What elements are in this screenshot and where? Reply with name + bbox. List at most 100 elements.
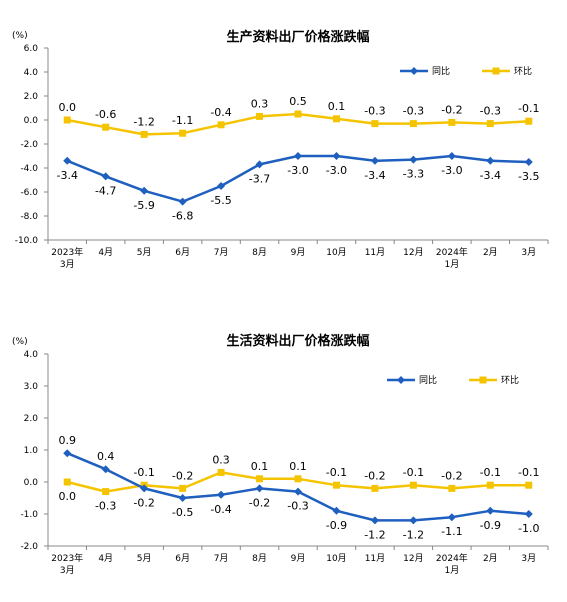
data-label: -3.0 [287,164,308,177]
series-1-point [524,158,533,166]
series-2-point [371,120,379,128]
data-label: -5.5 [210,194,231,207]
chart-title: 生产资料出厂价格涨跌幅 [226,29,369,45]
chart-1: 生产资料出厂价格涨跌幅 (%) 6.0 4.0 2.0 0.0 -2.0 -4.0 -6.0 -8… [12,29,549,270]
series-1-point [217,490,226,499]
data-label: -1.1 [441,525,462,538]
data-label: -3.0 [441,164,462,177]
legend-label-2: 环比 [514,65,532,77]
legend-marker-2 [492,67,500,75]
data-label: 0.0 [58,101,76,114]
series-2-point [63,116,71,124]
data-label: -1.2 [364,528,385,541]
y-tick-label: -10.0 [15,236,39,246]
y-tick-label: -4.0 [20,164,38,174]
data-label: -0.3 [95,500,116,513]
data-label: -1.2 [403,528,424,541]
x-tick-label: 4月 [98,247,113,258]
series-1-point [486,506,495,515]
series-1-point [409,155,418,164]
x-tick-label: 2023年 [51,246,83,258]
x-tick-label: 3月 [521,553,536,564]
data-label: 0.4 [97,450,115,463]
data-label: -0.2 [133,496,154,509]
x-tick-label: 9月 [291,247,306,258]
data-label: -0.2 [364,469,385,482]
data-label: 0.3 [251,97,269,110]
y-tick-label: -6.0 [20,188,38,198]
x-tick-label: 2023年 [51,552,83,564]
y-tick-label: 0.0 [24,478,39,488]
series-2-point [217,121,225,129]
data-label: -4.7 [95,184,116,197]
chart-title: 生活资料出厂价格涨跌幅 [226,333,369,349]
x-tick-label: 6月 [175,553,190,564]
chart-2: 生活资料出厂价格涨跌幅 (%) 4.0 3.0 2.0 1.0 0.0 -1.0 -2.0 202… [12,333,549,576]
x-tick-label: 6月 [175,247,190,258]
series-2-point [294,475,302,483]
y-tick-label: 0.0 [24,116,39,126]
y-tick-label: -1.0 [20,510,38,520]
x-tick-label: 1月 [444,259,459,270]
series-2-point [332,115,340,123]
data-label: 0.3 [212,453,230,466]
x-tick-label: 2024年 [436,246,468,258]
x-tick-label: 12月 [403,553,423,564]
legend-marker-1 [410,67,418,75]
data-label: -3.0 [326,164,347,177]
series-2-point [486,481,494,489]
data-label: -1.1 [172,114,193,127]
series-1-point [332,506,341,515]
data-label: -0.2 [441,103,462,116]
series-1-point [370,156,379,165]
x-tick-label: 4月 [98,553,113,564]
series-1-point [101,172,110,181]
y-unit-label: (%) [12,337,28,347]
x-tick-label: 10月 [326,247,346,258]
series-2-point [448,118,456,126]
series-1-point [409,516,418,525]
y-tick-label: -8.0 [20,212,38,222]
series-1-point [140,484,149,493]
data-label: -0.1 [518,466,539,479]
series-1-point [294,152,302,160]
x-tick-label: 7月 [214,247,229,258]
x-tick-label: 3月 [521,247,536,258]
x-tick-label: 9月 [291,553,306,564]
data-label: -1.2 [133,115,154,128]
legend-label-2: 环比 [501,374,519,386]
series-2-point [525,481,533,489]
series-2-point [102,123,110,131]
data-label: -6.8 [172,210,193,223]
y-tick-label: -2.0 [20,140,38,150]
series-2-point [179,129,187,137]
x-tick-label: 1月 [444,565,459,576]
series-1-point [217,182,226,190]
data-label: -3.7 [249,172,270,185]
series-1-point [486,156,495,165]
data-label: -0.2 [441,469,462,482]
y-tick-label: 2.0 [24,92,39,102]
series-1-point [447,152,456,160]
series-1-point [178,197,187,206]
series-1-point [370,516,379,525]
data-label: 0.0 [58,490,76,503]
x-tick-label: 11月 [365,247,385,258]
series-2-point [371,484,379,492]
data-label: -3.4 [480,169,501,182]
legend-label-1: 同比 [419,374,437,386]
x-tick-label: 5月 [137,247,152,258]
series-1-point [140,186,149,195]
data-label: -0.3 [480,105,501,118]
data-label: -3.3 [403,168,424,181]
x-tick-label: 3月 [60,565,75,576]
data-label: -3.4 [364,169,385,182]
data-label: -0.3 [287,500,308,513]
series-1-point [101,465,110,474]
y-tick-label: 4.0 [24,350,39,360]
series-1-point [255,160,264,169]
series-2-point [409,120,417,128]
data-label: -5.9 [133,199,154,212]
x-tick-label: 2月 [483,247,498,258]
